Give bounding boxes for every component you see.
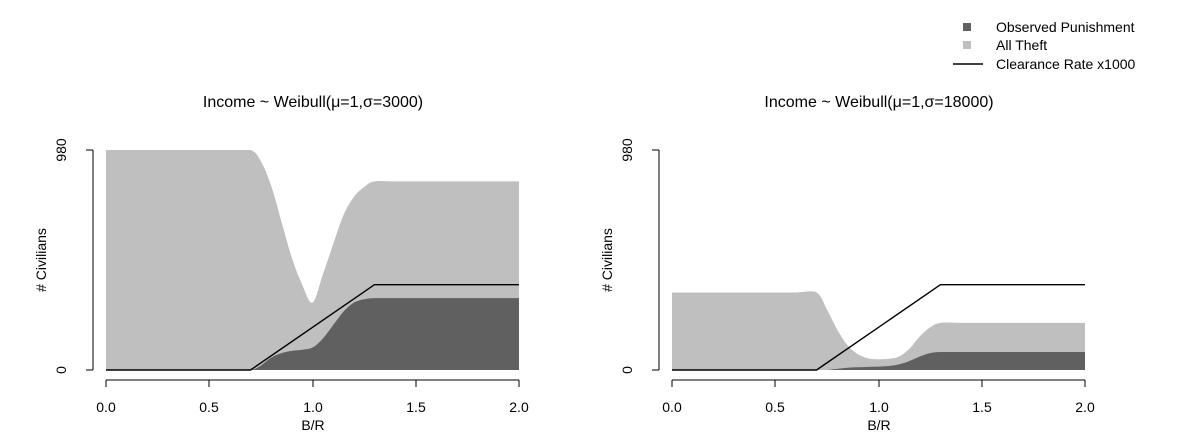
chart-1-x-tick-label-0: 0.0 (96, 399, 116, 415)
chart-1-line-clearance-rate (106, 283, 519, 371)
legend-label-clearance-rate: Clearance Rate x1000 (996, 56, 1136, 72)
chart-2-x-axis-label: B/R (867, 417, 890, 433)
chart-2-plot (672, 283, 1085, 371)
chart-1-x-axis-label: B/R (301, 417, 324, 433)
chart-2-x-tick-label-0: 0.0 (662, 399, 682, 415)
chart-2-y-axis-label: # Civilians (599, 228, 615, 292)
chart-1-x-axis: 0.0 0.5 1.0 1.5 2.0 B/R (96, 379, 529, 433)
chart-2-title: Income ~ Weibull(μ=1,σ=18000) (764, 94, 993, 111)
chart-1-x-tick-label-2: 1.0 (303, 399, 323, 415)
chart-1-y-tick-label-0: 0 (53, 366, 69, 374)
chart-2-x-tick-label-1: 0.5 (765, 399, 785, 415)
chart-2-x-tick-label-3: 1.5 (972, 399, 992, 415)
chart-1-y-axis: 0 980 # Civilians (33, 138, 94, 374)
legend: Observed Punishment All Theft Clearance … (953, 19, 1136, 72)
legend-label-all-theft: All Theft (996, 37, 1047, 53)
chart-2-area-all-theft (672, 291, 1085, 370)
chart-panel-2: Income ~ Weibull(μ=1,σ=18000) 0 980 # Ci… (599, 94, 1095, 433)
legend-swatch-all-theft (963, 41, 971, 49)
chart-1-x-tick-label-4: 2.0 (509, 399, 529, 415)
chart-2-x-tick-label-2: 1.0 (869, 399, 889, 415)
chart-2-y-tick-label-0: 0 (619, 366, 635, 374)
chart-1-y-tick-label-980: 980 (53, 138, 69, 162)
legend-label-observed-punishment: Observed Punishment (996, 19, 1135, 35)
chart-2-x-tick-label-4: 2.0 (1075, 399, 1095, 415)
chart-1-y-axis-label: # Civilians (33, 228, 49, 292)
chart-1-plot (106, 150, 519, 371)
chart-2-area-observed-punishment (672, 351, 1085, 370)
legend-swatch-observed-punishment (963, 23, 971, 31)
chart-1-area-observed-punishment (106, 298, 519, 370)
chart-2-y-axis: 0 980 # Civilians (599, 138, 660, 374)
chart-2-y-tick-label-980: 980 (619, 138, 635, 162)
chart-1-title: Income ~ Weibull(μ=1,σ=3000) (203, 94, 423, 111)
chart-1-x-tick-label-1: 0.5 (199, 399, 219, 415)
chart-2-line-clearance-rate (672, 283, 1085, 371)
chart-1-x-tick-label-3: 1.5 (406, 399, 426, 415)
chart-2-x-axis: 0.0 0.5 1.0 1.5 2.0 B/R (662, 379, 1095, 433)
chart-panel-1: Income ~ Weibull(μ=1,σ=3000) 0 980 # Civ… (33, 94, 529, 433)
